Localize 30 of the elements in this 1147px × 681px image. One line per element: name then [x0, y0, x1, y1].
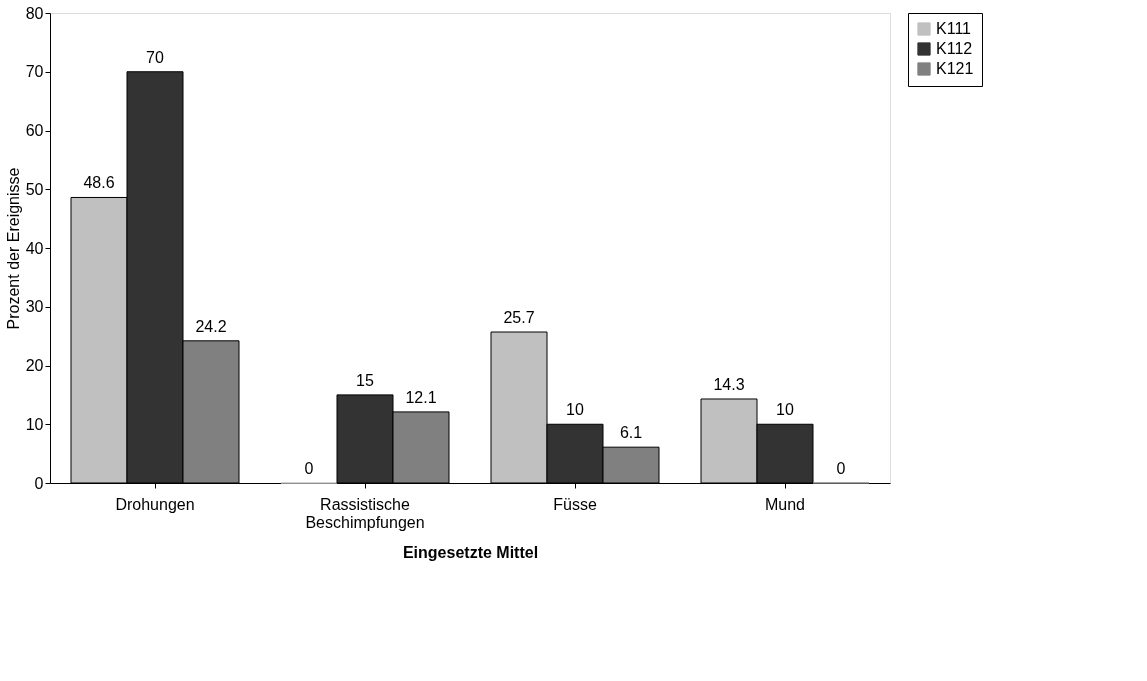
y-tick-label: 70 — [25, 63, 44, 81]
data-label: 14.3 — [713, 375, 745, 393]
y-tick-label: 80 — [25, 4, 44, 22]
y-axis-title: Prozent der Ereignisse — [4, 167, 22, 330]
data-label: 6.1 — [619, 424, 643, 442]
data-label: 15 — [356, 371, 374, 389]
y-tick-label: 40 — [25, 239, 44, 257]
x-axis-title: Eingesetzte Mittel — [402, 543, 539, 561]
y-tick-label: 0 — [34, 474, 44, 492]
y-tick-label: 20 — [25, 357, 44, 374]
data-label: 10 — [776, 401, 794, 419]
data-label: 0 — [304, 460, 314, 477]
data-label: 24.2 — [195, 317, 227, 335]
data-label: 25.7 — [503, 309, 535, 327]
legend-label: K112 — [936, 40, 973, 57]
data-label: 48.6 — [83, 174, 115, 192]
x-tick-label: Mund — [764, 495, 806, 513]
data-label: 12.1 — [405, 388, 437, 406]
y-tick-label: 10 — [25, 415, 44, 433]
legend-label: K111 — [936, 20, 972, 37]
x-tick-label: Rassistische Beschimpfungen — [305, 495, 425, 531]
y-tick-label: 50 — [25, 180, 44, 198]
y-tick-label: 60 — [25, 122, 44, 139]
legend-label: K121 — [936, 60, 974, 77]
data-label: 70 — [146, 48, 164, 66]
x-tick-label: Füsse — [553, 495, 597, 513]
y-tick-label: 30 — [25, 298, 44, 316]
data-label: 10 — [566, 401, 584, 419]
data-label: 0 — [836, 460, 846, 477]
x-tick-label: Drohungen — [115, 495, 195, 513]
